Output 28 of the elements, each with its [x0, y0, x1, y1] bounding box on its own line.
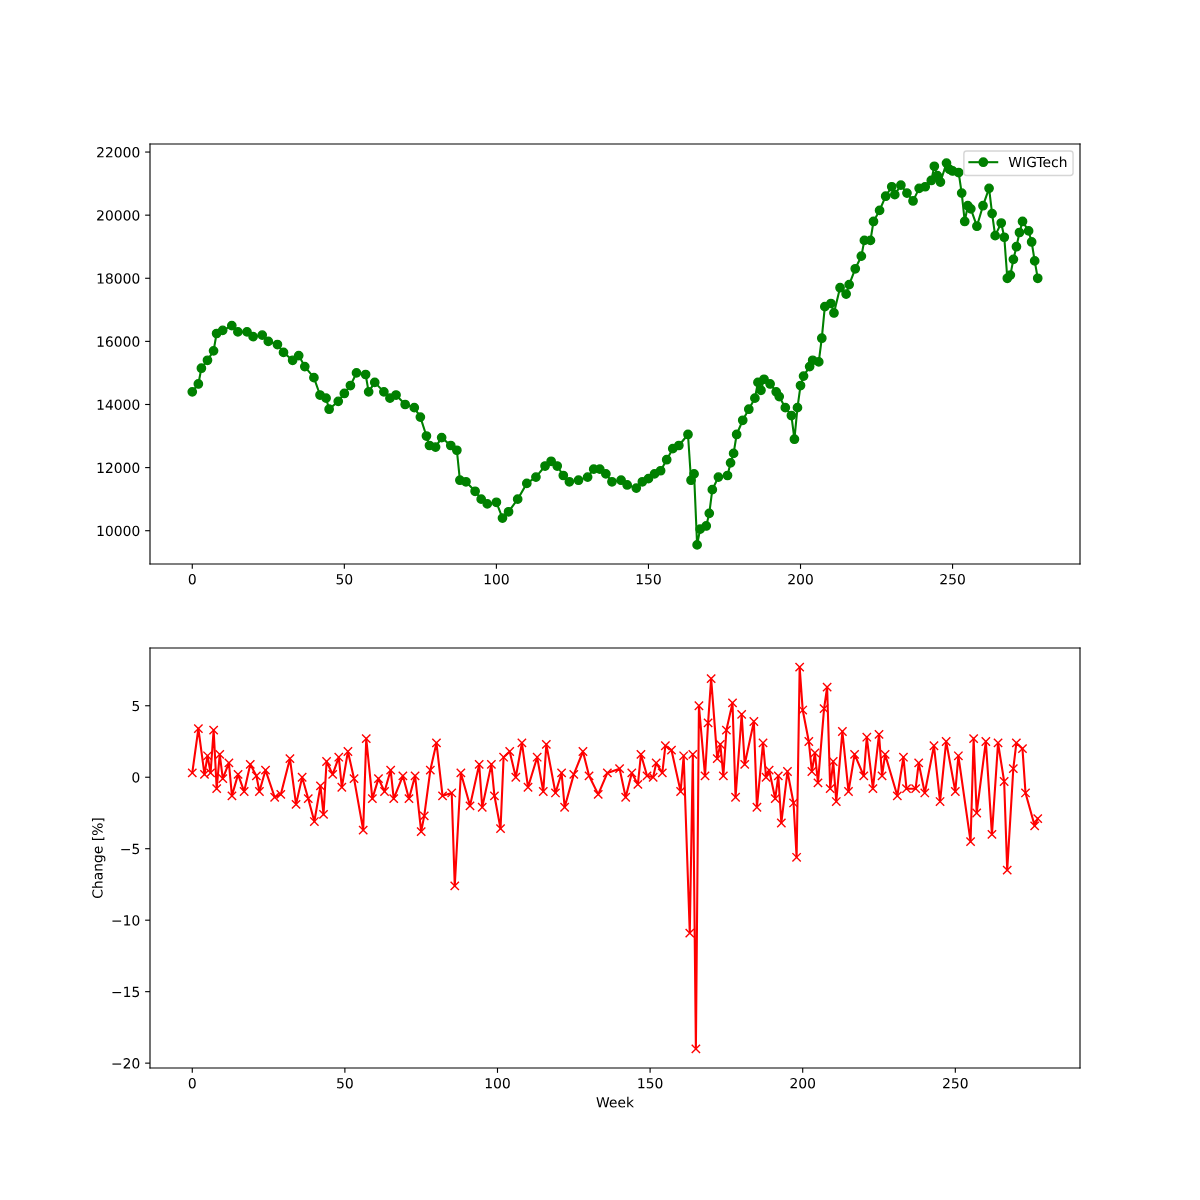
y-tick-label: 20000	[97, 210, 140, 221]
y-tick-label: 5	[132, 700, 140, 712]
x-axis-title: Week	[596, 1096, 634, 1108]
legend-label: WIGTech	[1008, 156, 1067, 168]
x-tick-label: 100	[485, 1077, 510, 1089]
y-tick-label: 22000	[97, 147, 140, 158]
x-tick-label: 250	[943, 1077, 968, 1089]
y-tick-label: 0	[132, 772, 140, 783]
x-tick-label: 200	[788, 573, 813, 585]
y-tick-label: 10000	[97, 525, 140, 537]
y-tick-label: 18000	[97, 273, 140, 284]
x-tick-label: 0	[188, 1077, 196, 1089]
y-tick-label: 16000	[97, 336, 140, 347]
y-tick-label: −5	[121, 843, 140, 855]
y-tick-label: 14000	[97, 399, 140, 410]
x-tick-label: 50	[337, 1077, 353, 1089]
x-tick-label: 50	[336, 573, 353, 585]
y-tick-label: −20	[112, 1058, 140, 1069]
y-axis-title: Change [%]	[91, 818, 106, 899]
x-tick-label: 200	[790, 1077, 816, 1089]
x-tick-label: 150	[638, 1077, 663, 1089]
x-tick-label: 150	[636, 573, 661, 585]
x-tick-label: 250	[940, 573, 965, 585]
y-tick-label: −10	[112, 915, 140, 926]
y-tick-label: 12000	[97, 462, 140, 474]
x-tick-label: 100	[484, 573, 509, 585]
x-tick-label: 0	[188, 573, 196, 585]
y-tick-label: −15	[112, 986, 140, 998]
